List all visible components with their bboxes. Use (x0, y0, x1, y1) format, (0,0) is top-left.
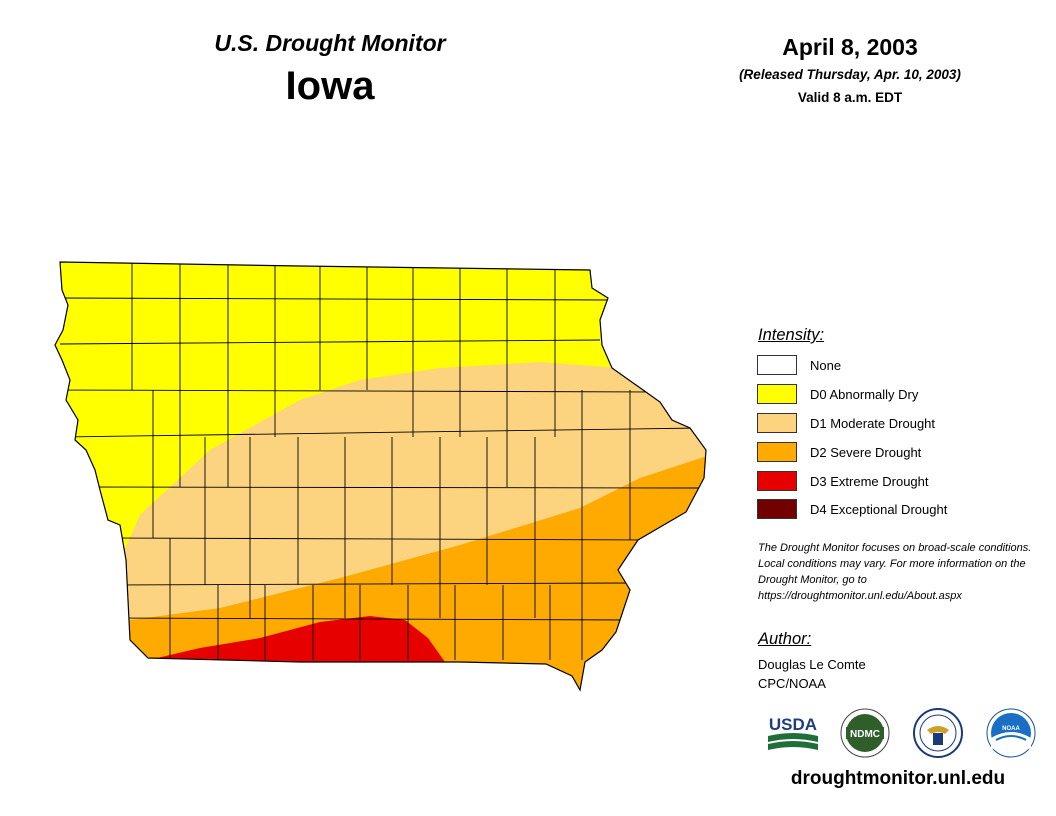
state-title: Iowa (285, 64, 375, 108)
map-date: April 8, 2003 (782, 34, 918, 60)
legend-swatch (757, 384, 797, 404)
legend-title: Intensity: (758, 326, 825, 344)
author-heading: Author: (758, 630, 812, 648)
legend-label: D4 Exceptional Drought (810, 502, 948, 517)
noaa-logo-text: NOAA (1002, 726, 1020, 732)
usda-logo: USDA (766, 708, 818, 758)
author-org: CPC/NOAA (758, 676, 826, 691)
legend-label: D2 Severe Drought (810, 445, 922, 460)
disclaimer-note: The Drought Monitor focuses on broad-sca… (758, 542, 1032, 602)
author-name: Douglas Le Comte (758, 657, 866, 672)
state-outline (54, 261, 707, 692)
drought-areas (55, 262, 706, 690)
legend-label: D3 Extreme Drought (810, 474, 929, 489)
d3-extreme-drought-area (140, 616, 445, 662)
eagle-seal-icon (913, 708, 963, 758)
site-url[interactable]: droughtmonitor.unl.edu (790, 768, 1006, 789)
legend-swatch (757, 499, 797, 519)
legend-label: D0 Abnormally Dry (810, 387, 919, 402)
valid-time: Valid 8 a.m. EDT (797, 90, 903, 105)
legend-swatch (757, 355, 797, 375)
legend-swatch (757, 471, 797, 491)
usda-logo-text: USDA (769, 715, 817, 734)
ndmc-logo-text: NDMC (850, 729, 880, 740)
ndmc-logo: NDMC (840, 708, 890, 758)
product-title: U.S. Drought Monitor (214, 30, 446, 56)
county-lines (59, 262, 701, 660)
legend-label: D1 Moderate Drought (810, 416, 936, 431)
legend-label: None (810, 358, 842, 373)
release-date: (Released Thursday, Apr. 10, 2003) (739, 67, 961, 82)
legend-swatch (757, 442, 797, 462)
legend-swatch (757, 413, 797, 433)
noaa-logo: NOAA (986, 708, 1036, 758)
